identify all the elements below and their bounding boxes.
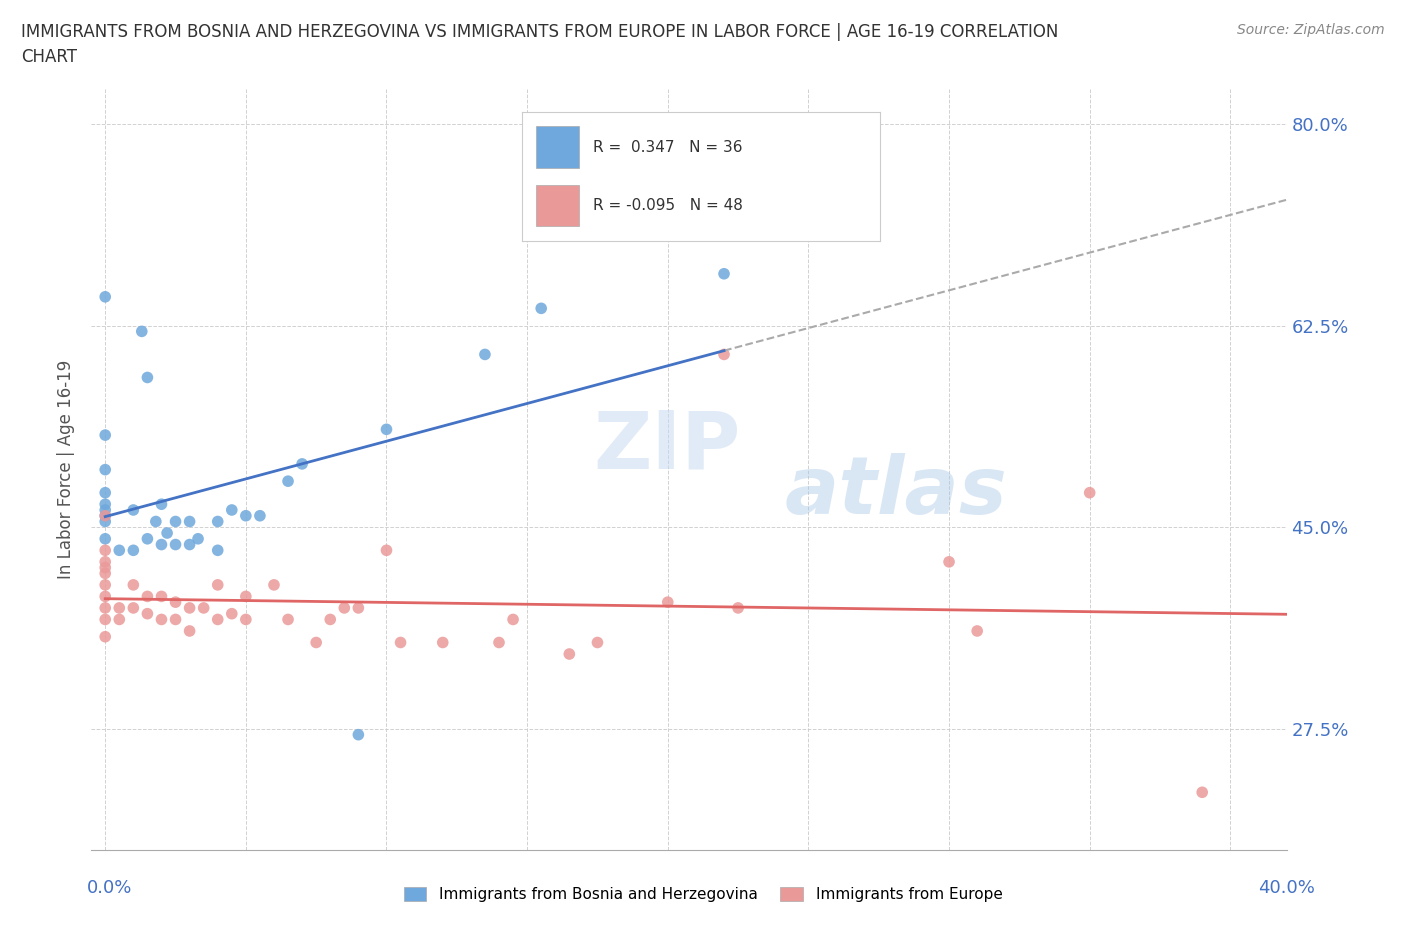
Point bbox=[94, 514, 117, 529]
Text: ZIP: ZIP bbox=[593, 408, 741, 485]
Point bbox=[122, 543, 145, 558]
Point bbox=[94, 589, 117, 604]
Point bbox=[375, 543, 398, 558]
Point bbox=[179, 514, 201, 529]
Point bbox=[94, 497, 117, 512]
Point bbox=[165, 538, 187, 552]
Point bbox=[333, 601, 356, 616]
Point bbox=[108, 612, 131, 627]
Point bbox=[94, 601, 117, 616]
Point bbox=[150, 538, 173, 552]
Point bbox=[586, 635, 609, 650]
Text: atlas: atlas bbox=[785, 454, 1007, 531]
Point bbox=[150, 497, 173, 512]
Point bbox=[474, 347, 496, 362]
Point bbox=[432, 635, 454, 650]
Point bbox=[179, 538, 201, 552]
Point bbox=[122, 601, 145, 616]
Point bbox=[94, 428, 117, 443]
Point bbox=[108, 601, 131, 616]
Point bbox=[375, 422, 398, 437]
Point bbox=[235, 612, 257, 627]
Point bbox=[94, 612, 117, 627]
Point bbox=[713, 347, 735, 362]
Point bbox=[94, 509, 117, 524]
Point bbox=[156, 525, 179, 540]
Point bbox=[502, 612, 524, 627]
Point bbox=[221, 502, 243, 517]
Point bbox=[94, 630, 117, 644]
Text: 40.0%: 40.0% bbox=[1258, 879, 1315, 897]
Point bbox=[94, 502, 117, 517]
Point bbox=[94, 554, 117, 569]
Point bbox=[187, 531, 209, 546]
Text: IMMIGRANTS FROM BOSNIA AND HERZEGOVINA VS IMMIGRANTS FROM EUROPE IN LABOR FORCE : IMMIGRANTS FROM BOSNIA AND HERZEGOVINA V… bbox=[21, 23, 1059, 66]
Point bbox=[94, 560, 117, 575]
Point bbox=[277, 473, 299, 488]
Point bbox=[235, 589, 257, 604]
Point bbox=[347, 727, 370, 742]
Point bbox=[94, 543, 117, 558]
Point bbox=[131, 324, 153, 339]
Point bbox=[136, 370, 159, 385]
Point bbox=[277, 612, 299, 627]
Point bbox=[207, 543, 229, 558]
Point bbox=[179, 601, 201, 616]
Point bbox=[221, 606, 243, 621]
Point bbox=[94, 566, 117, 581]
Y-axis label: In Labor Force | Age 16-19: In Labor Force | Age 16-19 bbox=[58, 360, 75, 579]
Point bbox=[389, 635, 412, 650]
Point bbox=[122, 578, 145, 592]
Point bbox=[136, 531, 159, 546]
Point bbox=[235, 509, 257, 524]
Point bbox=[319, 612, 342, 627]
Point bbox=[165, 514, 187, 529]
Point bbox=[165, 594, 187, 609]
Point bbox=[179, 623, 201, 638]
Point bbox=[94, 578, 117, 592]
Point bbox=[249, 509, 271, 524]
Point bbox=[305, 635, 328, 650]
Point bbox=[94, 485, 117, 500]
Point bbox=[1078, 485, 1101, 500]
Point bbox=[165, 612, 187, 627]
Point bbox=[94, 509, 117, 524]
Point bbox=[657, 594, 679, 609]
Point bbox=[558, 646, 581, 661]
Point bbox=[263, 578, 285, 592]
Point bbox=[713, 266, 735, 281]
Point bbox=[108, 543, 131, 558]
Point bbox=[207, 612, 229, 627]
Point bbox=[207, 578, 229, 592]
Point bbox=[347, 601, 370, 616]
Point bbox=[136, 606, 159, 621]
Point bbox=[1191, 785, 1213, 800]
Point bbox=[150, 612, 173, 627]
Point bbox=[966, 623, 988, 638]
Point bbox=[488, 635, 510, 650]
Text: Source: ZipAtlas.com: Source: ZipAtlas.com bbox=[1237, 23, 1385, 37]
Point bbox=[94, 531, 117, 546]
Point bbox=[727, 601, 749, 616]
Text: 0.0%: 0.0% bbox=[87, 879, 132, 897]
Point bbox=[94, 289, 117, 304]
Point bbox=[94, 462, 117, 477]
Point bbox=[938, 554, 960, 569]
Point bbox=[193, 601, 215, 616]
Point bbox=[122, 502, 145, 517]
Point bbox=[145, 514, 167, 529]
Point bbox=[530, 301, 553, 316]
Point bbox=[291, 457, 314, 472]
Point bbox=[207, 514, 229, 529]
Legend: Immigrants from Bosnia and Herzegovina, Immigrants from Europe: Immigrants from Bosnia and Herzegovina, … bbox=[398, 881, 1008, 909]
Point bbox=[136, 589, 159, 604]
Point bbox=[150, 589, 173, 604]
